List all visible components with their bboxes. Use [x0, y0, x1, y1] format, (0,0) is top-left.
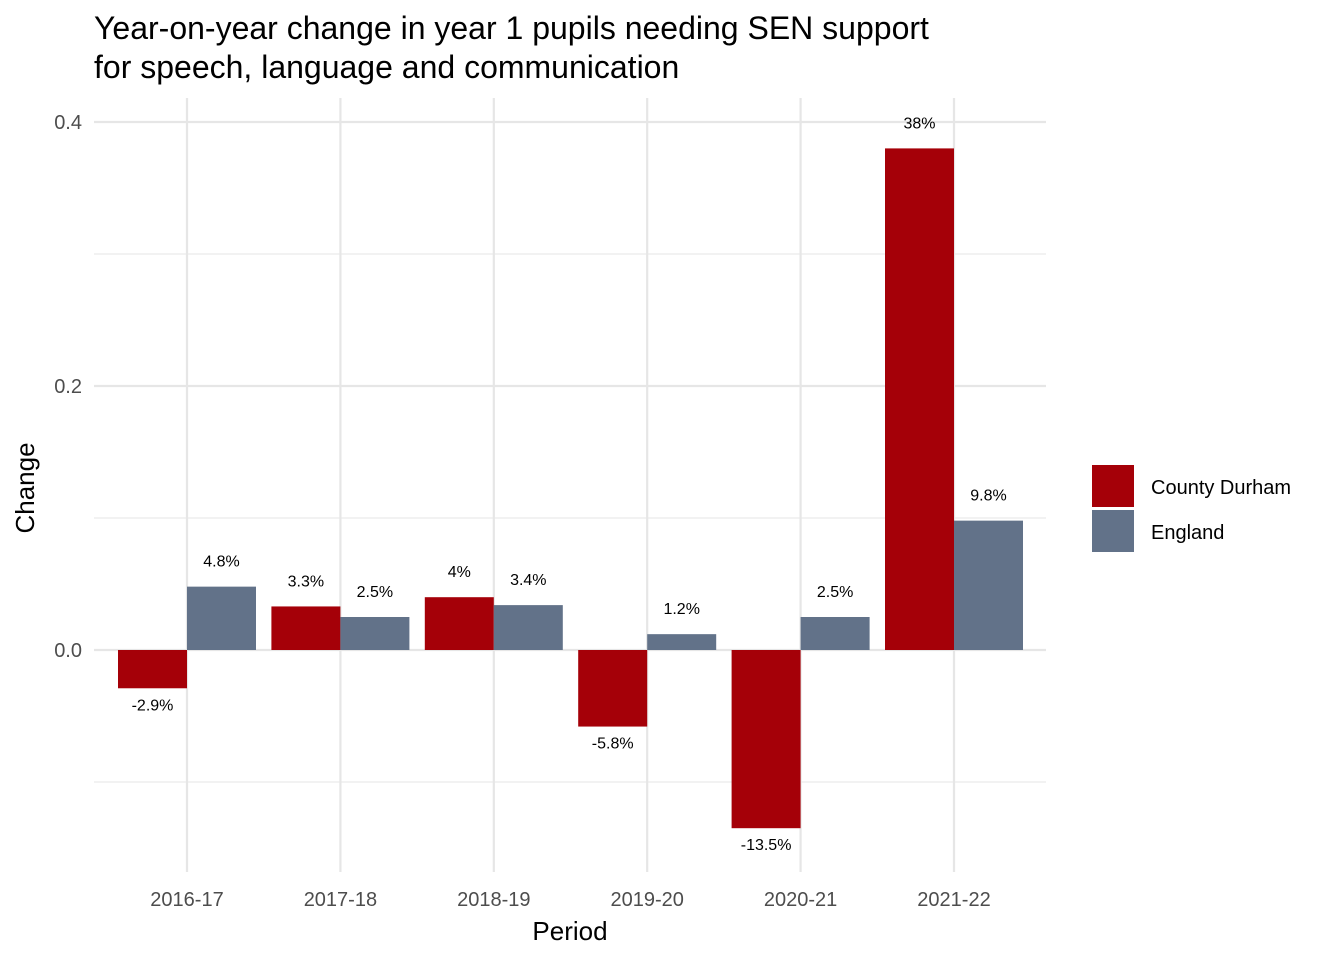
- x-axis-ticks: 2016-17 2017-18 2018-19 2019-20 2020-21 2021-…: [150, 889, 990, 911]
- data-label: 1.2%: [663, 601, 699, 618]
- legend: County Durham England: [1092, 465, 1291, 552]
- legend-label: County Durham: [1151, 477, 1291, 499]
- legend-swatch-county-durham: [1092, 465, 1134, 507]
- y-axis-title: Change: [10, 442, 40, 533]
- legend-swatch-england: [1092, 510, 1134, 552]
- bar-county-durham-2019-20: [578, 650, 648, 727]
- bar-county-durham-2020-21: [731, 650, 801, 829]
- data-label: -13.5%: [741, 837, 792, 854]
- bar-england-2016-17: [187, 586, 256, 650]
- bar-england-2021-22: [954, 520, 1023, 650]
- y-axis-ticks: 0.0 0.2 0.4: [54, 112, 82, 662]
- data-label: 38%: [903, 115, 935, 132]
- x-tick-label: 2018-19: [457, 889, 530, 911]
- data-label: 3.4%: [510, 572, 546, 589]
- bar-county-durham-2017-18: [271, 606, 341, 650]
- bar-england-2020-21: [800, 617, 870, 650]
- data-label: 3.3%: [288, 573, 324, 590]
- y-tick-label: 0.4: [54, 112, 82, 134]
- x-tick-label: 2019-20: [610, 889, 683, 911]
- x-tick-label: 2016-17: [150, 889, 223, 911]
- y-tick-label: 0.0: [54, 640, 82, 662]
- data-label: -5.8%: [592, 736, 634, 753]
- chart-title-line-1: Year-on-year change in year 1 pupils nee…: [94, 10, 929, 46]
- data-label: 4.8%: [203, 554, 239, 571]
- y-tick-label: 0.2: [54, 376, 82, 398]
- bar-england-2017-18: [340, 617, 410, 650]
- bar-england-2019-20: [647, 634, 717, 650]
- x-tick-label: 2020-21: [764, 889, 837, 911]
- data-labels: -2.9% 3.3% 4% -5.8% -13.5% 38% 4.8% 2.5% 3.4% 1.2…: [132, 115, 1007, 854]
- data-label: 2.5%: [357, 584, 393, 601]
- bar-county-durham-2018-19: [424, 597, 494, 650]
- x-tick-label: 2017-18: [304, 889, 377, 911]
- bars: [118, 148, 1023, 829]
- legend-label: England: [1151, 522, 1224, 544]
- chart-title-line-2: for speech, language and communication: [94, 49, 680, 85]
- bar-county-durham-2021-22: [885, 148, 954, 650]
- x-tick-label: 2021-22: [917, 889, 990, 911]
- bar-county-durham-2016-17: [118, 650, 187, 689]
- data-label: 9.8%: [970, 488, 1006, 505]
- data-label: 4%: [448, 564, 471, 581]
- data-label: -2.9%: [132, 697, 174, 714]
- x-axis-title: Period: [532, 916, 607, 946]
- bar-england-2018-19: [493, 605, 563, 650]
- data-label: 2.5%: [817, 584, 853, 601]
